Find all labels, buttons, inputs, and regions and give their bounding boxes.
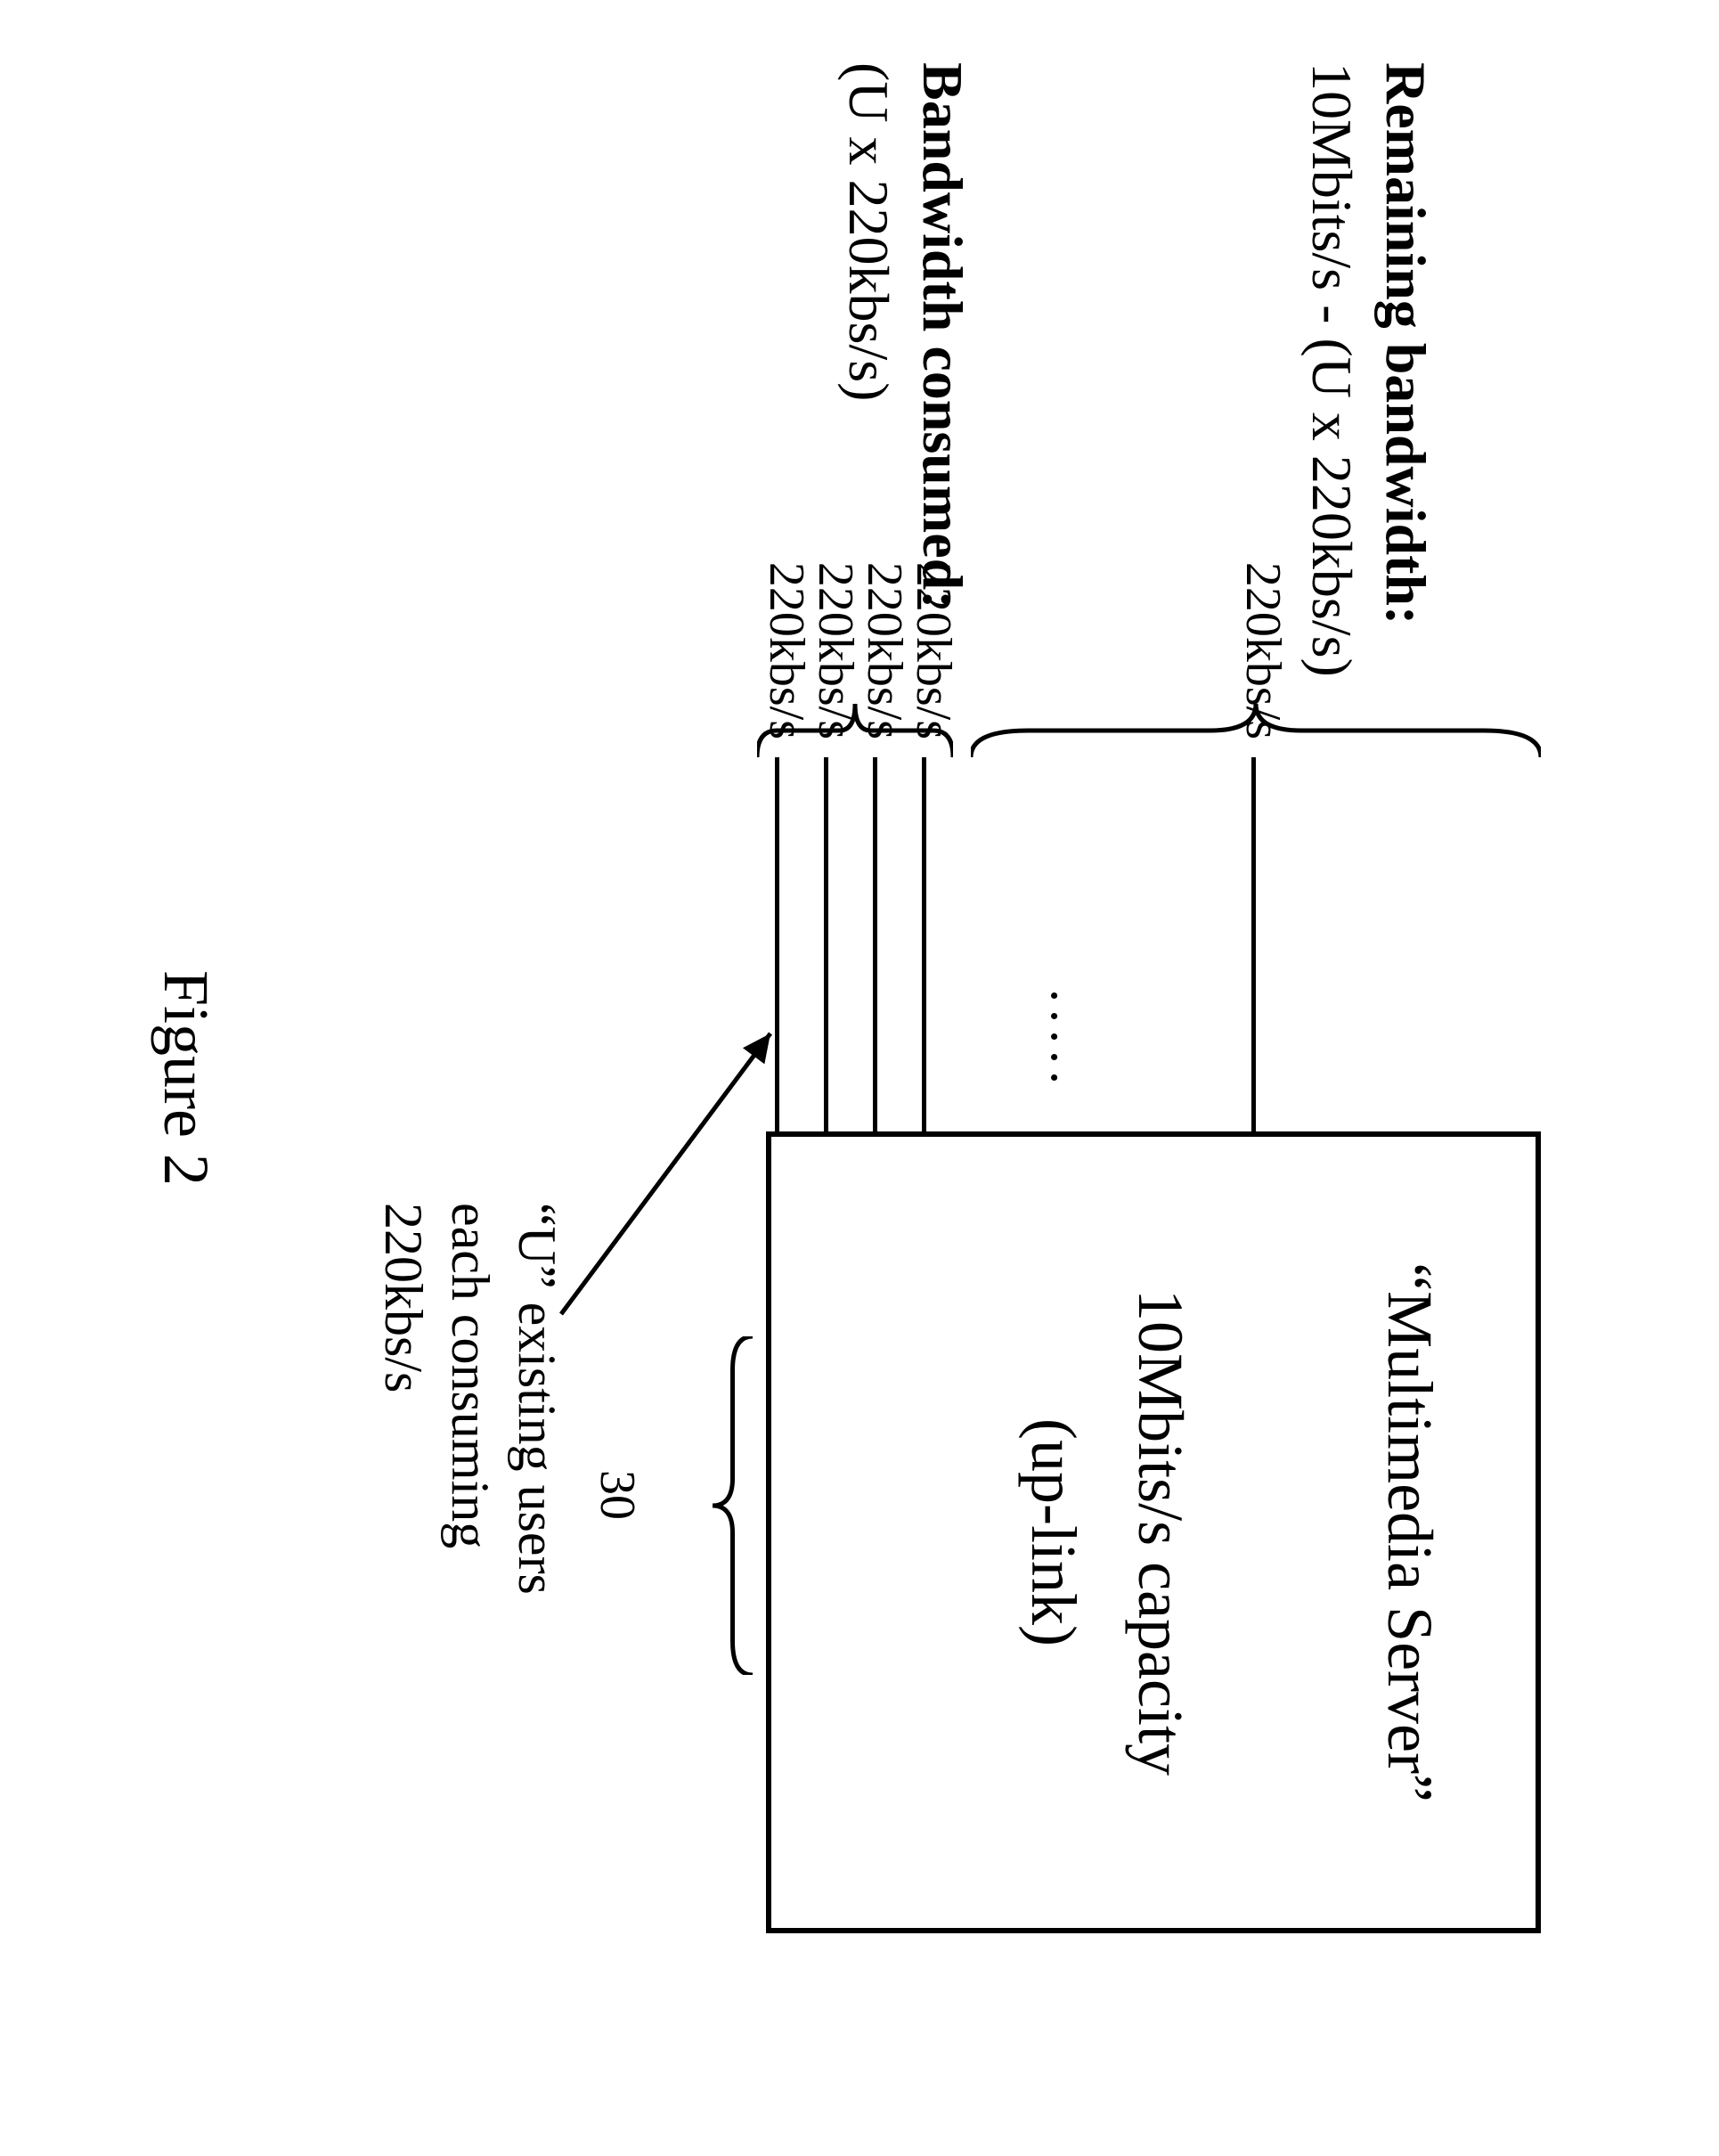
ellipsis-dots: ..... xyxy=(1039,989,1100,1091)
arrow-to-connections xyxy=(534,1007,797,1341)
connection-line xyxy=(922,757,926,1131)
remaining-bandwidth-block: Remaining bandwidth: 10Mbits/s - (U x 22… xyxy=(1295,62,1443,677)
remaining-formula: 10Mbits/s - (U x 220kbs/s) xyxy=(1295,62,1369,677)
connection-line xyxy=(1251,757,1256,1131)
users-line-3: 220kbs/s xyxy=(370,1203,436,1595)
users-line-2: each consuming xyxy=(436,1203,503,1595)
ref-brace-30 xyxy=(713,1336,753,1675)
diagram-content: “Multimedia Server” 10Mbits/s capacity (… xyxy=(0,0,1719,2156)
remaining-title: Remaining bandwidth: xyxy=(1369,62,1443,677)
server-capacity-2: (up-link) xyxy=(1016,1137,1090,1928)
brace-remaining xyxy=(971,704,1541,757)
figure-label: Figure 2 xyxy=(149,0,223,2156)
server-title: “Multimedia Server” xyxy=(1373,1137,1446,1928)
connection-line xyxy=(873,757,877,1131)
consumed-bandwidth-block: Bandwidth consumed: (U x 220kbs/s) xyxy=(832,62,980,609)
brace-consumed xyxy=(757,704,953,757)
consumed-title: Bandwidth consumed: xyxy=(906,62,980,609)
server-box: “Multimedia Server” 10Mbits/s capacity (… xyxy=(766,1131,1541,1933)
consumed-formula: (U x 220kbs/s) xyxy=(832,62,906,609)
server-capacity-1: 10Mbits/s capacity xyxy=(1123,1137,1197,1928)
diagram-rotated-wrapper: “Multimedia Server” 10Mbits/s capacity (… xyxy=(0,218,1719,1938)
ref-number-30: 30 xyxy=(589,1470,646,1520)
connection-line xyxy=(824,757,828,1131)
